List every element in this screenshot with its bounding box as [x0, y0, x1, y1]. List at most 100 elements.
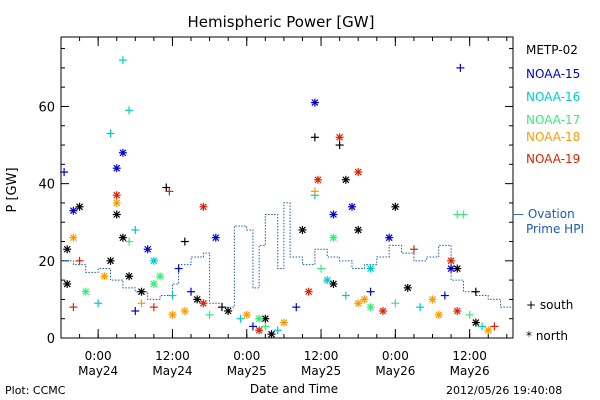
point-metp-02-south: [217, 303, 226, 312]
legend-item-noaa-15: NOAA-15: [526, 67, 580, 81]
point-noaa-16-south: [125, 106, 134, 115]
x-tick-label: 12:00: [452, 349, 487, 363]
legend-ovation-line1: — Ovation: [512, 207, 575, 221]
point-noaa-19-south: [75, 256, 84, 265]
ovation-prime-hpi-line: [61, 202, 513, 308]
legend-item-noaa-19: NOAA-19: [526, 152, 580, 166]
x-tick-label: 12:00: [304, 349, 339, 363]
cluster-point-north: [279, 318, 288, 327]
point-noaa-16-south: [118, 56, 127, 65]
legend-ovation-line2: Prime HPI: [526, 222, 584, 236]
point-noaa-17-south: [125, 237, 134, 246]
plot-timestamp: 2012/05/26 19:40:08: [446, 384, 563, 397]
legend-item-noaa-17: NOAA-17: [526, 113, 580, 127]
y-tick-label: 60: [38, 100, 55, 115]
point-noaa-15-north: [348, 202, 357, 211]
point-noaa-15-north: [118, 148, 127, 157]
cluster-point-north: [180, 306, 189, 315]
legend-label: NOAA-16: [526, 90, 581, 104]
point-metp-02-north: [261, 314, 270, 323]
point-noaa-17-north: [149, 279, 158, 288]
point-metp-02-north: [112, 210, 121, 219]
cluster-point-south: [236, 314, 245, 323]
y-tick-label: 0: [47, 332, 55, 347]
point-noaa-18-north: [69, 233, 78, 242]
point-noaa-15-south: [60, 168, 69, 177]
y-tick-label: 20: [38, 255, 55, 270]
point-metp-02-south: [180, 237, 189, 246]
point-metp-02-south: [471, 287, 480, 296]
cluster-point-north: [199, 299, 208, 308]
cluster-point-north: [255, 326, 264, 335]
cluster-point-north: [100, 272, 109, 281]
point-noaa-15-north: [69, 206, 78, 215]
x-tick-label: 12:00: [155, 349, 190, 363]
cluster-point-north: [137, 287, 146, 296]
point-metp-02-north: [298, 225, 307, 234]
legend-label: NOAA-19: [526, 152, 581, 166]
cluster-point-north: [304, 287, 313, 296]
point-noaa-15-north: [211, 233, 220, 242]
x-tick-date: May26: [450, 364, 490, 378]
legend-label: NOAA-17: [526, 113, 581, 127]
point-metp-02-north: [453, 264, 462, 273]
point-noaa-18-north: [112, 198, 121, 207]
point-noaa-15-north: [329, 210, 338, 219]
point-metp-02-north: [391, 202, 400, 211]
point-noaa-19-north: [447, 256, 456, 265]
point-metp-02-north: [125, 272, 134, 281]
point-metp-02-north: [193, 295, 202, 304]
point-noaa-15-north: [310, 98, 319, 107]
point-noaa-18-north: [434, 310, 443, 319]
point-noaa-16-south: [106, 129, 115, 138]
cluster-point-south: [248, 322, 257, 331]
legend-ovation: — Ovation Prime HPI: [512, 207, 584, 237]
y-axis-label: P [GW]: [5, 167, 20, 212]
cluster-point-south: [131, 306, 140, 315]
x-axis-label: Date and Time: [250, 382, 338, 396]
cluster-point-south: [292, 303, 301, 312]
x-tick-date: May25: [301, 364, 341, 378]
cluster-point-south: [94, 299, 103, 308]
cluster-point-south: [465, 310, 474, 319]
point-noaa-19-south: [409, 245, 418, 254]
legend-north: * north: [526, 329, 569, 343]
x-tick-date: May24: [152, 364, 192, 378]
point-noaa-19-north: [112, 191, 121, 200]
point-noaa-19-south: [165, 187, 174, 196]
legend-item-noaa-16: NOAA-16: [526, 90, 580, 104]
cluster-point-north: [378, 306, 387, 315]
cluster-point-north: [484, 326, 493, 335]
cluster-point-south: [317, 264, 326, 273]
point-noaa-15-north: [112, 164, 121, 173]
point-noaa-17-north: [255, 314, 264, 323]
point-metp-02-north: [75, 202, 84, 211]
cluster-point-south: [478, 322, 487, 331]
cluster-point-south: [149, 303, 158, 312]
point-noaa-16-north: [366, 264, 375, 273]
x-tick-date: May26: [375, 364, 415, 378]
data-points: [60, 56, 499, 339]
cluster-point-north: [267, 330, 276, 339]
legend-item-noaa-18: NOAA-18: [526, 130, 580, 144]
cluster-point-north: [156, 272, 165, 281]
cluster-point-north: [354, 299, 363, 308]
cluster-point-south: [205, 310, 214, 319]
point-noaa-18-north: [168, 310, 177, 319]
point-noaa-19-north: [354, 168, 363, 177]
point-noaa-18-south: [310, 187, 319, 196]
cluster-point-north: [242, 310, 251, 319]
point-noaa-17-south: [459, 210, 468, 219]
point-noaa-15-north: [143, 245, 152, 254]
point-noaa-15-north: [385, 233, 394, 242]
asterisk-marker-icon: *: [526, 329, 532, 343]
point-metp-02-north: [118, 233, 127, 242]
cluster-point-south: [187, 287, 196, 296]
cluster-point-north: [329, 279, 338, 288]
y-tick-label: 40: [38, 178, 55, 193]
chart-title: Hemispheric Power [GW]: [188, 13, 375, 31]
cluster-point-north: [224, 306, 233, 315]
x-tick-label: 0:00: [382, 349, 409, 363]
point-noaa-18-north: [360, 295, 369, 304]
